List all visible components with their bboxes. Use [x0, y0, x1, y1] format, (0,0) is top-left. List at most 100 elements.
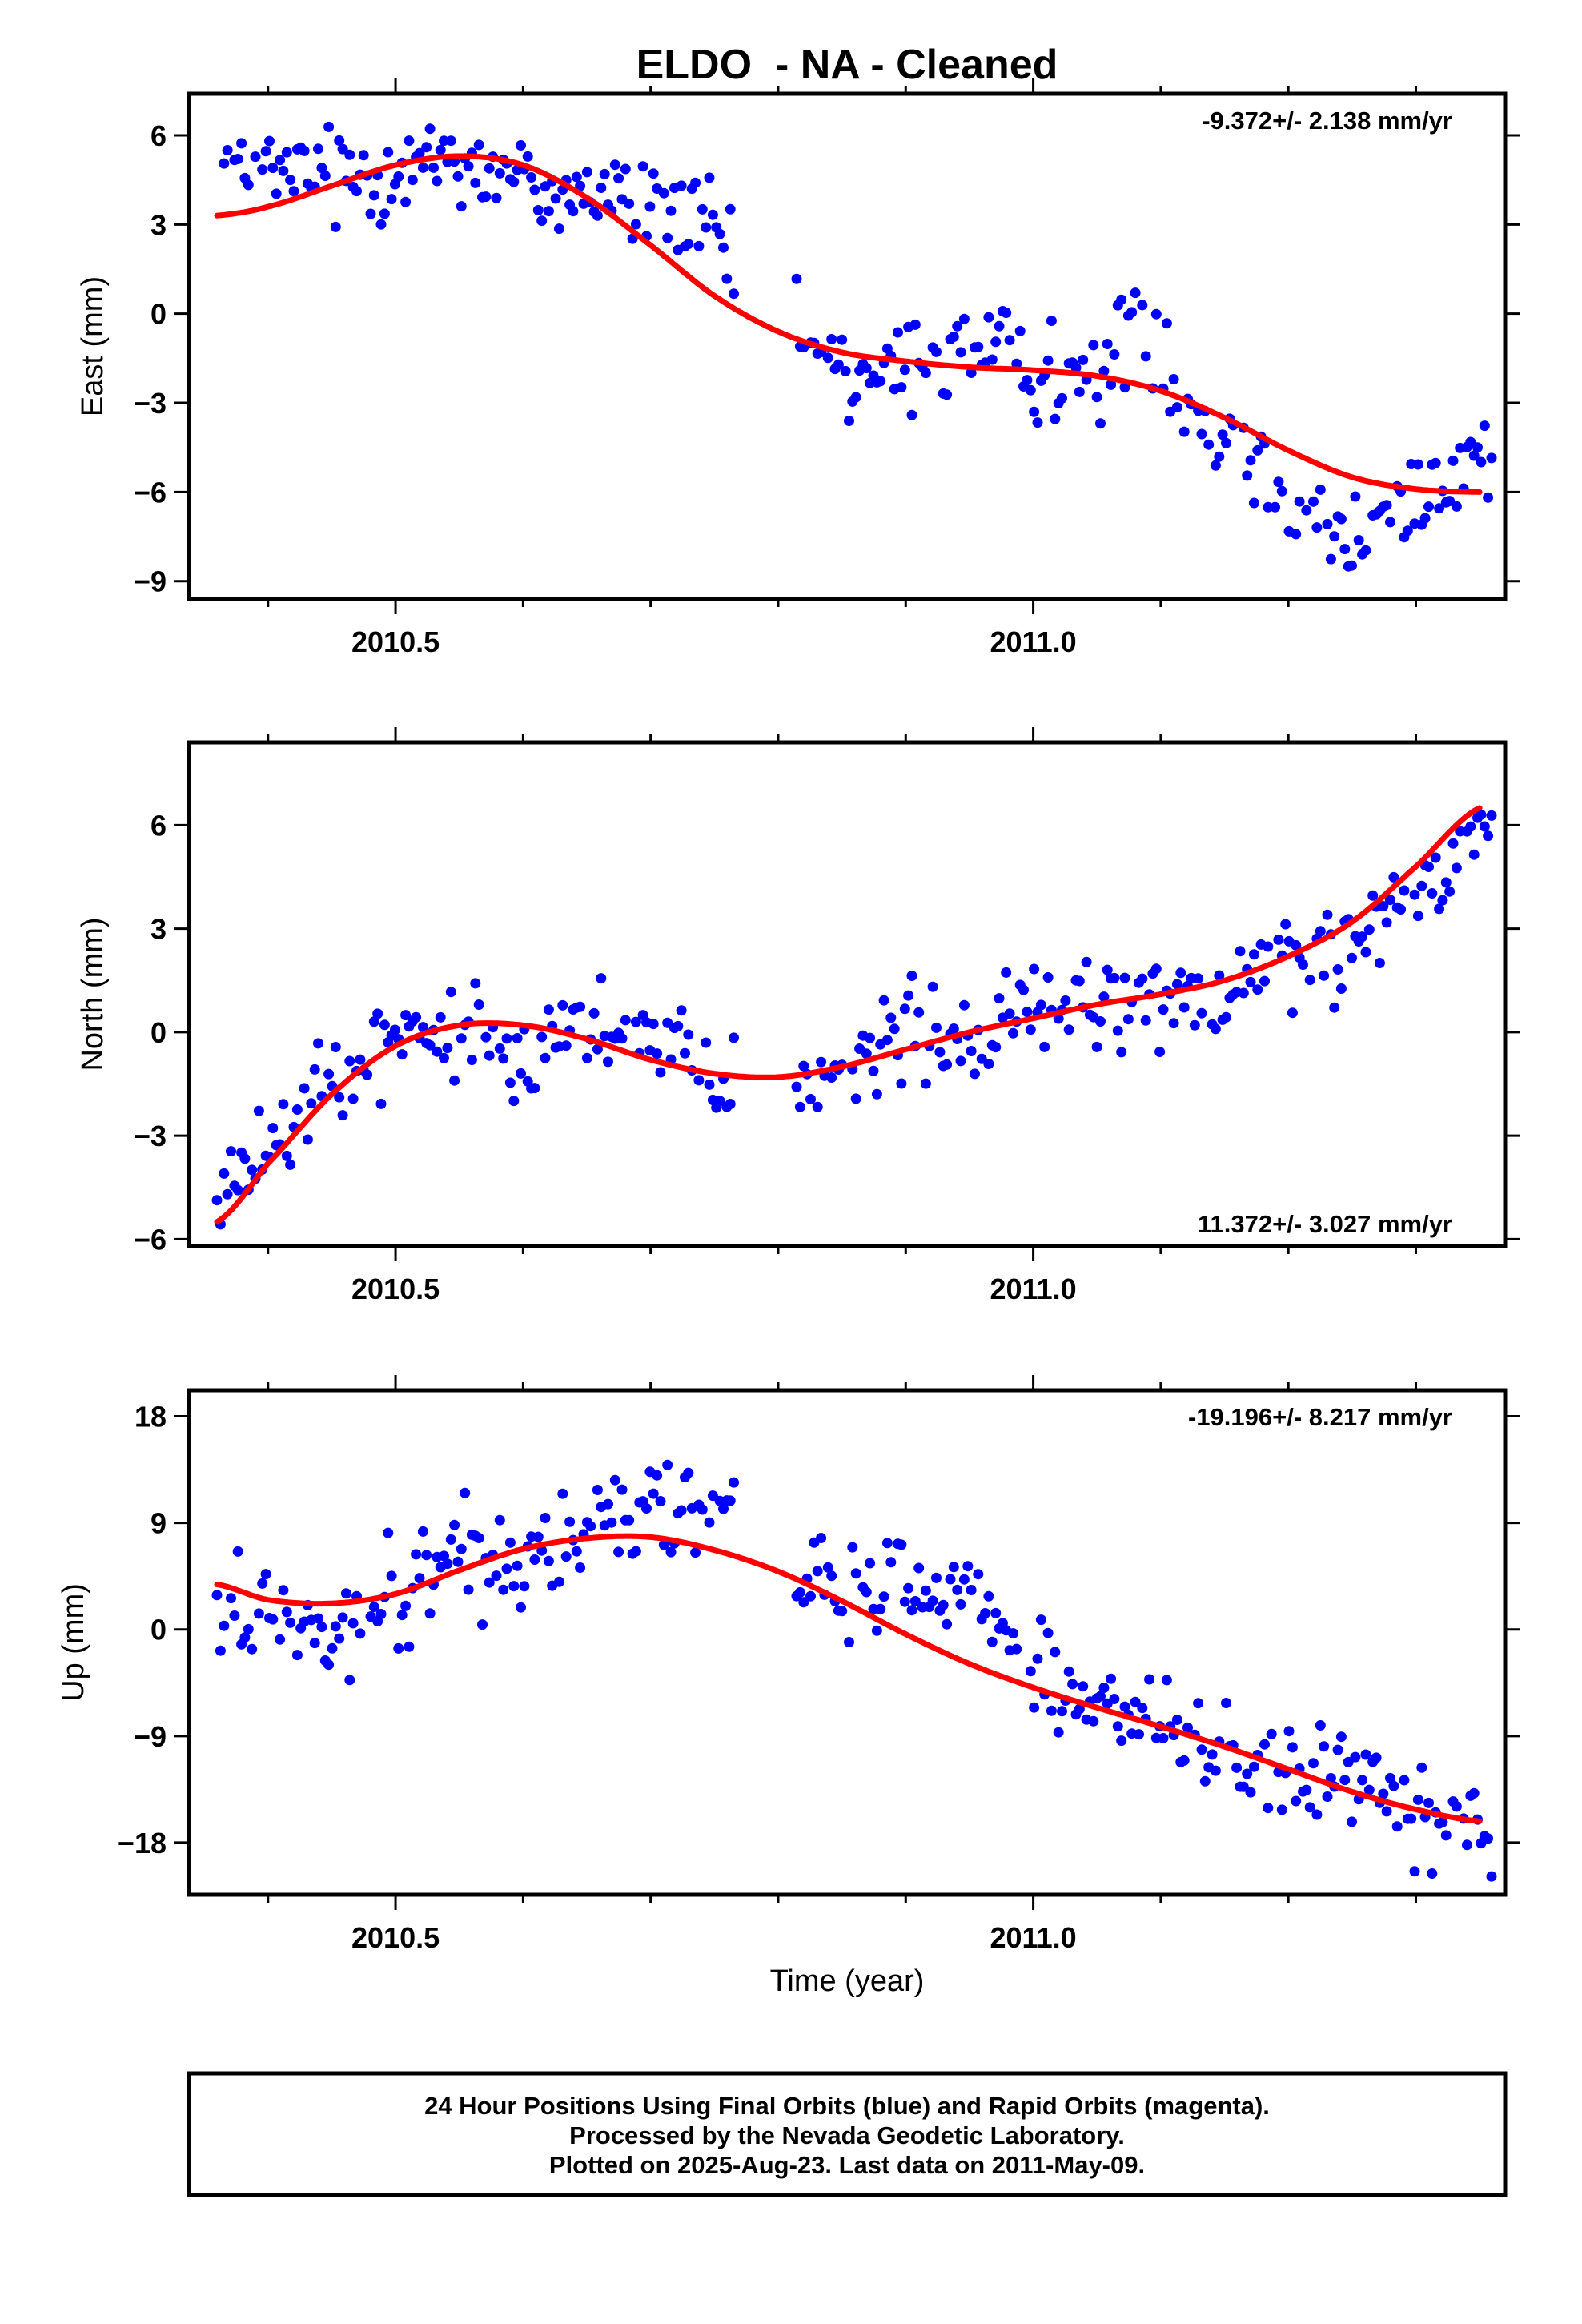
north-ytick-label: −6 [134, 1223, 167, 1256]
up-data-point [1078, 1681, 1089, 1692]
east-data-point [1339, 544, 1351, 555]
east-data-point [1325, 553, 1336, 565]
up-data-point [805, 1590, 816, 1602]
up-data-point [875, 1603, 886, 1614]
east-data-point [330, 221, 341, 232]
east-data-point [1126, 307, 1138, 318]
up-data-point [243, 1623, 254, 1634]
up-data-point [529, 1554, 540, 1565]
north-data-point [1335, 983, 1347, 994]
up-data-point [906, 1605, 917, 1616]
up-data-point [676, 1505, 687, 1516]
north-data-point [1119, 972, 1130, 983]
up-data-point [1461, 1839, 1472, 1851]
east-data-point [1001, 308, 1012, 318]
east-data-point [1291, 529, 1302, 540]
north-data-point [1189, 1019, 1200, 1031]
north-data-point [934, 1047, 946, 1058]
east-data-point [1381, 500, 1392, 511]
up-data-point [1196, 1744, 1207, 1755]
north-data-point [648, 1019, 659, 1030]
up-data-point [986, 1636, 998, 1647]
east-data-point [1419, 513, 1431, 524]
east-data-point [983, 312, 994, 323]
east-data-point [697, 203, 708, 215]
north-data-point [630, 1016, 641, 1027]
up-data-point [337, 1612, 348, 1623]
up-data-point [477, 1619, 488, 1630]
north-data-point [1416, 880, 1427, 891]
up-data-point [1371, 1752, 1382, 1763]
up-data-point [1119, 1701, 1130, 1712]
up-data-point [554, 1576, 564, 1587]
north-data-point [368, 1016, 379, 1027]
up-data-point [344, 1675, 355, 1686]
east-data-point [1360, 545, 1371, 556]
east-data-point [690, 177, 701, 188]
north-data-point [1427, 888, 1438, 899]
east-data-point [386, 194, 397, 205]
up-data-point [316, 1622, 327, 1633]
up-data-point [1035, 1614, 1046, 1626]
north-data-point [1098, 991, 1110, 1003]
north-data-point [1399, 885, 1410, 896]
north-data-point [1039, 1041, 1050, 1052]
north-data-point [1430, 852, 1441, 863]
north-data-point [470, 978, 481, 989]
east-data-point [920, 368, 931, 379]
up-data-point [603, 1498, 613, 1510]
up-data-point [1347, 1816, 1357, 1827]
up-data-point [1378, 1788, 1389, 1799]
north-data-point [1095, 1016, 1106, 1027]
up-data-point [421, 1550, 432, 1561]
up-data-point [512, 1560, 523, 1571]
east-data-point [648, 168, 659, 179]
east-data-point [644, 201, 656, 212]
east-data-point [676, 180, 687, 191]
up-data-point [508, 1581, 520, 1592]
up-data-point [585, 1521, 596, 1532]
up-data-point [439, 1550, 449, 1562]
east-data-point [456, 201, 467, 212]
north-data-point [931, 1022, 942, 1033]
up-data-point [540, 1513, 551, 1523]
up-data-point [966, 1585, 977, 1595]
east-data-point [1004, 335, 1015, 346]
north-data-point [620, 1015, 631, 1026]
up-y-axis-label: Up (mm) [57, 1583, 90, 1702]
north-data-point [291, 1104, 303, 1115]
east-data-point [1014, 325, 1026, 336]
east-frame [187, 91, 1508, 601]
east-ytick-label: 3 [151, 208, 167, 241]
up-data-point [494, 1514, 505, 1526]
north-data-point [400, 1010, 412, 1021]
up-data-point [1134, 1729, 1144, 1740]
panel-north: 2010.5 2011.0 6 3 0 −3 −6 North (mm) 11.372+/- 3… [76, 727, 1520, 1305]
up-data-point [1158, 1733, 1169, 1743]
up-data-point [491, 1570, 502, 1582]
east-data-point [536, 215, 548, 227]
east-data-point [379, 208, 390, 219]
up-data-point [931, 1572, 942, 1583]
east-data-point [1171, 402, 1182, 413]
east-data-point [414, 147, 425, 159]
east-data-point [351, 186, 362, 197]
east-data-point [896, 382, 907, 393]
east-data-point [428, 162, 439, 173]
east-data-point [550, 193, 561, 204]
north-data-point [278, 1099, 289, 1110]
east-data-point [718, 242, 729, 253]
up-data-point [896, 1539, 907, 1550]
up-data-point [1266, 1728, 1277, 1739]
east-data-point [599, 168, 610, 179]
up-data-point [704, 1517, 715, 1528]
east-data-point [480, 191, 492, 203]
north-data-point [390, 1024, 400, 1035]
east-data-point [435, 144, 446, 155]
north-data-point [871, 1088, 882, 1100]
north-data-point [1374, 958, 1385, 968]
north-data-point [281, 1150, 292, 1161]
east-data-point [365, 208, 376, 219]
up-data-point [913, 1562, 925, 1574]
up-data-point [1440, 1830, 1452, 1841]
